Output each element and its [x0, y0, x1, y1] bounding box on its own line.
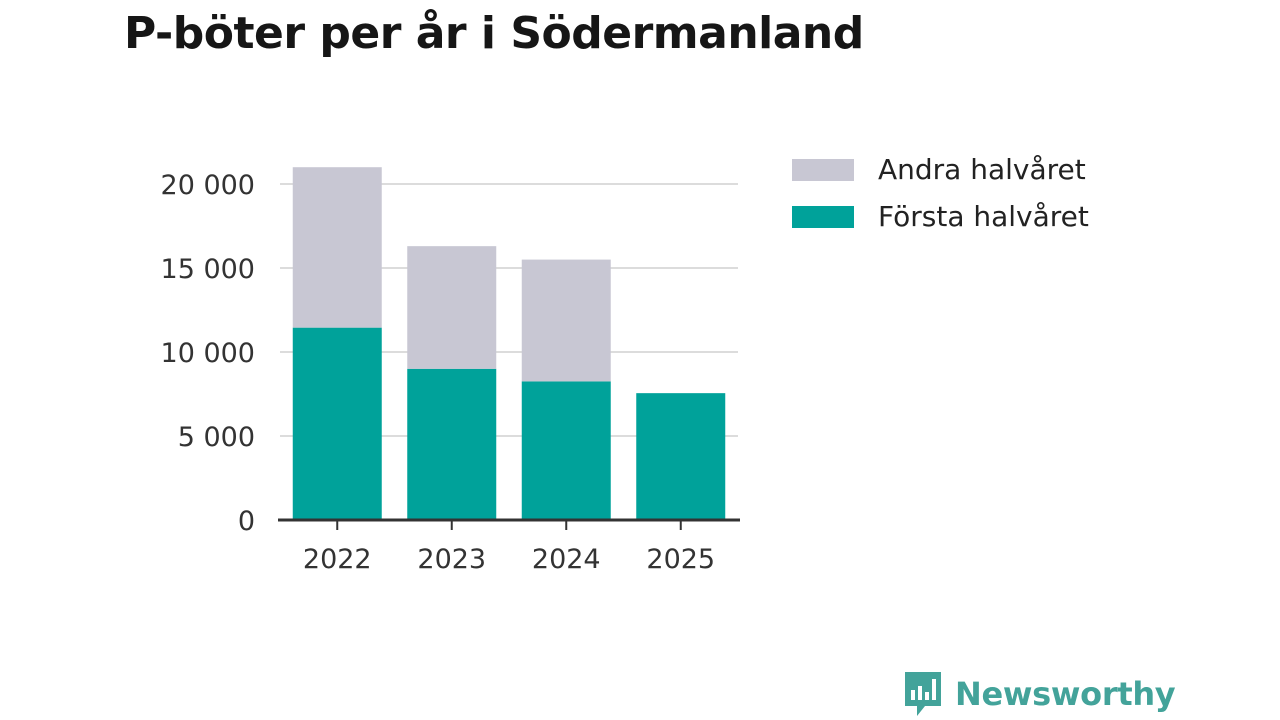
- x-tick-label: 2025: [646, 544, 715, 575]
- bar-second-half: [407, 246, 497, 369]
- bar-first-half: [407, 368, 497, 520]
- bar-chart-bubble-icon: [905, 672, 941, 716]
- x-tick-label: 2024: [532, 544, 601, 575]
- legend-swatch-first-half: [792, 205, 854, 228]
- chart-title: P-böter per år i Södermanland: [124, 8, 864, 59]
- newsworthy-logo: Newsworthy: [903, 670, 1176, 718]
- legend-item-second-half: Andra halvåret: [792, 146, 1089, 193]
- bar-first-half: [521, 381, 611, 520]
- legend-item-first-half: Första halvåret: [792, 193, 1089, 240]
- brand-name: Newsworthy: [955, 675, 1176, 713]
- y-tick-label: 5 000: [178, 422, 255, 453]
- y-tick-label: 15 000: [161, 254, 255, 285]
- x-tick-label: 2023: [417, 544, 486, 575]
- bar-second-half: [521, 259, 611, 382]
- x-tick-label: 2022: [303, 544, 372, 575]
- y-tick-label: 0: [238, 506, 255, 537]
- legend-label-second-half: Andra halvåret: [878, 153, 1086, 186]
- bar-first-half: [292, 327, 382, 520]
- chart-legend: Andra halvåret Första halvåret: [792, 146, 1089, 240]
- bar-first-half: [636, 393, 726, 520]
- legend-swatch-second-half: [792, 158, 854, 181]
- legend-label-first-half: Första halvåret: [878, 200, 1089, 233]
- bar-second-half: [292, 167, 382, 328]
- y-tick-label: 10 000: [161, 338, 255, 369]
- y-tick-label: 20 000: [161, 170, 255, 201]
